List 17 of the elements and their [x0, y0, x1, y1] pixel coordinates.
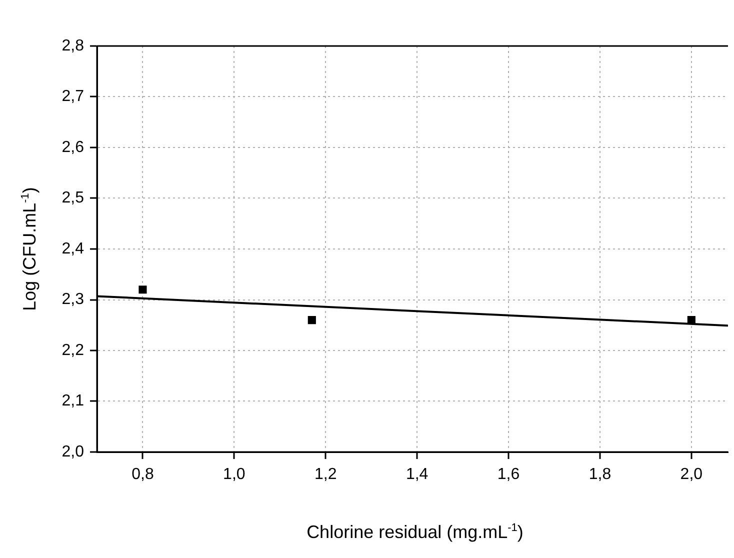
x-tick-label: 1,8	[588, 466, 612, 484]
x-tick-label: 1,6	[497, 466, 520, 484]
y-tick-label: 2,0	[62, 443, 84, 460]
y-tick-label: 2,3	[62, 291, 84, 308]
y-tick-label: 2,1	[62, 392, 84, 410]
x-tick-label: 0,8	[132, 466, 154, 484]
y-tick-label: 2,2	[62, 342, 84, 359]
x-tick-label: 1,2	[314, 466, 337, 484]
x-axis-title: Chlorine residual (mg.mL$^{-1}$)	[306, 522, 524, 543]
x-tick-label: 1,0	[223, 466, 246, 484]
x-tick-label: 2,0	[680, 466, 703, 484]
y-tick-label: 2,6	[62, 138, 84, 156]
y-tick-label: 2,4	[62, 240, 84, 258]
x-tick-label: 1,4	[406, 466, 428, 484]
y-tick-label: 2,8	[62, 37, 84, 54]
y-tick-label: 2,5	[62, 190, 84, 207]
y-tick-label: 2,7	[62, 88, 84, 106]
